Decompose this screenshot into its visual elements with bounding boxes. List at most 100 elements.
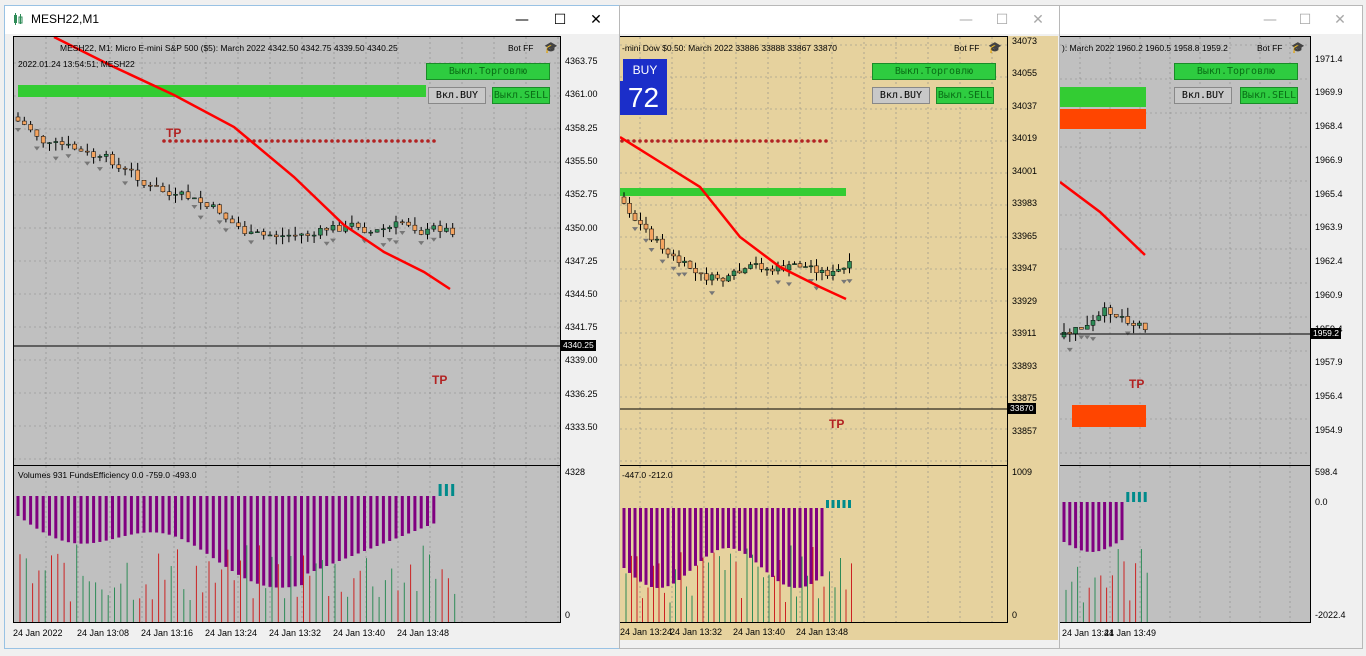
candle <box>814 265 819 273</box>
indicator-header: -447.0 -212.0 <box>622 470 673 480</box>
candle <box>72 143 77 150</box>
funds-efficiency-bar <box>628 508 631 573</box>
candle <box>78 148 84 152</box>
candle <box>1137 322 1142 326</box>
current-price-label: 33870 <box>1008 403 1036 414</box>
maximize-icon[interactable]: ☐ <box>1298 12 1312 28</box>
close-icon[interactable]: ✕ <box>1032 12 1044 28</box>
funds-efficiency-bar <box>318 496 322 569</box>
sell-toggle-button[interactable]: Выкл.SELL <box>492 87 550 104</box>
window-titlebar[interactable]: MESH22,M1 — ☐ ✕ <box>5 6 620 34</box>
funds-efficiency-bar <box>809 508 813 584</box>
funds-efficiency-bar <box>22 496 26 521</box>
tp-level-dot <box>396 139 400 143</box>
candle <box>198 197 203 203</box>
tp-level-dot <box>668 139 672 143</box>
funds-efficiency-bar <box>793 508 796 588</box>
close-icon[interactable]: ✕ <box>590 12 602 28</box>
candle <box>330 225 336 231</box>
candle <box>643 223 649 230</box>
candle <box>1090 320 1096 326</box>
candle <box>726 275 731 282</box>
signal-zone <box>1060 109 1146 129</box>
candle <box>15 116 21 122</box>
candle <box>770 268 775 272</box>
fractal-arrow <box>418 241 425 246</box>
tp-level-dot <box>818 139 822 143</box>
funds-efficiency-bar <box>98 496 102 542</box>
maximize-icon[interactable]: ☐ <box>995 12 1009 28</box>
graduation-cap-icon: 🎓 <box>1291 42 1305 54</box>
candle <box>671 253 676 257</box>
funds-efficiency-bar <box>293 496 297 587</box>
tp-level-dot <box>234 139 238 143</box>
indicator-pane[interactable]: Volumes 931 FundsEfficiency 0.0 -759.0 -… <box>13 465 561 623</box>
bot-label: Bot FF <box>954 43 980 53</box>
fractal-arrow <box>33 146 40 151</box>
tp-level-dot <box>180 139 184 143</box>
tp-level-dot <box>722 139 726 143</box>
close-icon[interactable]: ✕ <box>1334 12 1346 28</box>
funds-efficiency-bar <box>129 496 133 535</box>
tp-level-dot <box>306 139 310 143</box>
price-pane[interactable]: ): March 2022 1960.2 1960.5 1958.8 1959.… <box>1060 36 1311 466</box>
price-pane[interactable]: -mini Dow $0.50: March 2022 33886 33888 … <box>620 36 1008 466</box>
window-titlebar[interactable]: — ☐ ✕ <box>1060 6 1362 34</box>
candle <box>830 271 836 276</box>
minimize-icon[interactable]: — <box>515 12 529 28</box>
funds-efficiency-bar <box>1085 502 1089 552</box>
funds-efficiency-bar <box>798 508 802 588</box>
tp-level-dot <box>168 139 172 143</box>
indicator-pane[interactable]: -447.0 -212.0 <box>620 465 1008 623</box>
trading-toggle-button[interactable]: Выкл.Торговлю <box>1174 63 1298 80</box>
tp-level-dot <box>282 139 286 143</box>
funds-efficiency-bar <box>48 496 51 536</box>
candle <box>1119 316 1125 318</box>
fractal-arrow <box>52 156 59 161</box>
candle <box>40 136 46 144</box>
funds-efficiency-bar <box>710 508 714 553</box>
tp-level-dot <box>330 139 334 143</box>
funds-efficiency-bar <box>268 496 272 587</box>
candle <box>1061 331 1067 338</box>
trading-toggle-button[interactable]: Выкл.Торговлю <box>872 63 996 80</box>
price-pane[interactable]: MESH22, M1: Micro E-mini S&P 500 ($5): M… <box>13 36 561 466</box>
tp-level-dot <box>686 139 690 143</box>
candle <box>337 225 342 232</box>
fractal-arrow <box>197 215 204 220</box>
fractal-arrow <box>430 237 437 242</box>
sell-toggle-button[interactable]: Выкл.SELL <box>936 87 994 104</box>
trading-toggle-button[interactable]: Выкл.Торговлю <box>426 63 550 80</box>
fractal-arrow <box>1084 335 1091 340</box>
chart-window-third[interactable]: — ☐ ✕ ): March 2022 1960.2 1960.5 1958.8… <box>1059 5 1363 649</box>
candlestick-plot <box>1060 37 1310 465</box>
tp-level-dot <box>710 139 714 143</box>
funds-efficiency-bar <box>426 496 429 526</box>
minimize-icon[interactable]: — <box>959 12 973 28</box>
tp-level-dot <box>198 139 202 143</box>
tp-level-dot <box>240 139 244 143</box>
buy-toggle-button[interactable]: Вкл.BUY <box>1174 87 1232 104</box>
candle <box>248 231 254 234</box>
candle <box>217 204 222 214</box>
funds-efficiency-bar <box>369 496 373 549</box>
fractal-arrow <box>841 279 847 284</box>
minimize-icon[interactable]: — <box>1263 12 1277 28</box>
buy-toggle-button[interactable]: Вкл.BUY <box>428 87 486 104</box>
chart-window-mesh22[interactable]: MESH22,M1 — ☐ ✕ MESH22, M1: Micro E-mini… <box>4 5 621 649</box>
funds-efficiency-bar <box>771 508 774 578</box>
indicator-pane[interactable] <box>1060 465 1311 623</box>
funds-efficiency-bar <box>1132 492 1136 502</box>
tp-level-dot <box>216 139 220 143</box>
tp-level-dot <box>662 139 666 143</box>
candle <box>1102 307 1107 317</box>
funds-efficiency-bar <box>111 496 114 540</box>
candle <box>621 196 627 204</box>
tp-level-dot <box>704 139 708 143</box>
candle <box>676 255 682 263</box>
sell-toggle-button[interactable]: Выкл.SELL <box>1240 87 1298 104</box>
buy-toggle-button[interactable]: Вкл.BUY <box>872 87 930 104</box>
window-titlebar[interactable]: — ☐ ✕ <box>620 6 1060 34</box>
maximize-icon[interactable]: ☐ <box>553 12 567 28</box>
chart-window-dow[interactable]: — ☐ ✕ -mini Dow $0.50: March 2022 33886 … <box>619 5 1061 649</box>
